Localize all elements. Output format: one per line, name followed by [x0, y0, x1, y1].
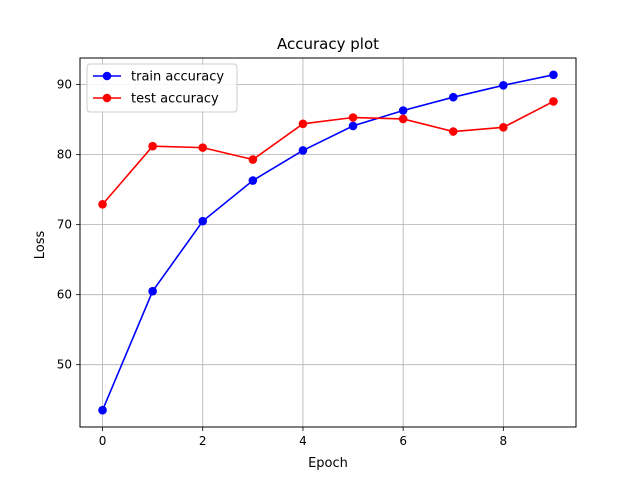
- data-point: [298, 119, 308, 129]
- data-point: [148, 286, 157, 296]
- data-point: [98, 200, 107, 209]
- series-layer: [98, 70, 558, 415]
- data-point: [348, 113, 358, 122]
- data-point: [549, 97, 558, 106]
- legend-label: test accuracy: [131, 92, 219, 107]
- legend: train accuracy test accuracy: [86, 63, 238, 113]
- legend-label: train accuracy: [131, 70, 224, 85]
- y-tick-label: 90: [57, 78, 72, 92]
- series-0: [98, 70, 558, 415]
- x-tick-label: 0: [99, 434, 107, 448]
- data-point: [549, 70, 558, 80]
- data-point: [499, 123, 508, 132]
- x-tick-label: 6: [399, 434, 407, 448]
- data-point: [448, 92, 458, 102]
- data-point: [98, 405, 107, 415]
- data-point: [348, 121, 358, 131]
- y-tick-label: 60: [57, 288, 72, 302]
- x-axis-label: Epoch: [308, 456, 348, 471]
- x-tick-label: 4: [299, 434, 307, 448]
- series-1: [98, 97, 558, 209]
- x-tick-label: 2: [199, 434, 207, 448]
- data-point: [198, 143, 208, 152]
- x-tick-label: 8: [500, 434, 508, 448]
- data-point: [398, 106, 408, 115]
- series-line: [101, 74, 554, 411]
- legend-item: train accuracy: [93, 70, 224, 85]
- legend-item: test accuracy: [93, 92, 219, 107]
- series-line: [101, 100, 554, 205]
- data-point: [248, 155, 258, 164]
- chart-title: Accuracy plot: [277, 35, 379, 53]
- data-point: [198, 216, 208, 226]
- grid-lines: [80, 58, 576, 427]
- y-tick-label: 50: [57, 358, 72, 372]
- data-point: [448, 127, 458, 136]
- data-point: [298, 146, 308, 155]
- y-axis-label: Loss: [33, 231, 48, 260]
- data-point: [398, 114, 408, 124]
- plot-frame: [79, 57, 577, 428]
- data-point: [499, 81, 508, 90]
- y-tick-label: 80: [57, 148, 72, 162]
- data-point: [248, 176, 258, 185]
- legend-box: [86, 63, 238, 113]
- legend-marker: [102, 93, 112, 103]
- data-point: [148, 141, 157, 151]
- axis-ticks: 0 2 4 6 8 50 60 70 80 90: [57, 78, 507, 448]
- legend-marker: [102, 71, 112, 81]
- y-tick-label: 70: [57, 218, 72, 232]
